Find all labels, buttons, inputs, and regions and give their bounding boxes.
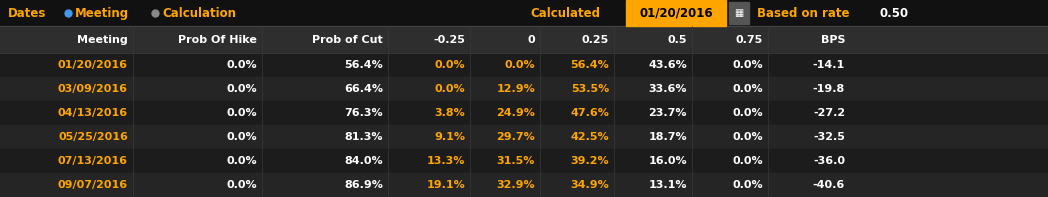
Bar bbox=[0, 0, 1048, 26]
Text: BPS: BPS bbox=[821, 34, 845, 45]
Text: -14.1: -14.1 bbox=[813, 60, 845, 70]
Text: 0.5: 0.5 bbox=[668, 34, 687, 45]
Bar bbox=[0, 173, 1048, 197]
Text: -40.6: -40.6 bbox=[813, 180, 845, 190]
Text: 39.2%: 39.2% bbox=[570, 156, 609, 166]
Text: 18.7%: 18.7% bbox=[649, 132, 687, 142]
Text: 56.4%: 56.4% bbox=[570, 60, 609, 70]
Text: -32.5: -32.5 bbox=[813, 132, 845, 142]
Bar bbox=[626, 0, 726, 26]
Text: Calculated: Calculated bbox=[530, 7, 601, 20]
Text: 23.7%: 23.7% bbox=[649, 108, 687, 118]
Bar bbox=[0, 26, 1048, 53]
Text: 84.0%: 84.0% bbox=[345, 156, 383, 166]
Text: Based on rate: Based on rate bbox=[757, 7, 850, 20]
Text: Meeting: Meeting bbox=[75, 7, 129, 20]
Bar bbox=[0, 149, 1048, 173]
Text: 34.9%: 34.9% bbox=[570, 180, 609, 190]
Text: 0.0%: 0.0% bbox=[434, 60, 465, 70]
Text: 01/20/2016: 01/20/2016 bbox=[639, 7, 713, 20]
Text: Prob of Cut: Prob of Cut bbox=[312, 34, 383, 45]
Text: 16.0%: 16.0% bbox=[649, 156, 687, 166]
Text: 0.0%: 0.0% bbox=[226, 84, 257, 94]
Text: 42.5%: 42.5% bbox=[570, 132, 609, 142]
Text: 56.4%: 56.4% bbox=[344, 60, 383, 70]
Text: 53.5%: 53.5% bbox=[571, 84, 609, 94]
Text: 0.0%: 0.0% bbox=[733, 132, 763, 142]
Text: 0.0%: 0.0% bbox=[733, 180, 763, 190]
Text: 0.0%: 0.0% bbox=[226, 60, 257, 70]
Text: 0.75: 0.75 bbox=[736, 34, 763, 45]
Bar bbox=[0, 53, 1048, 77]
Text: 04/13/2016: 04/13/2016 bbox=[58, 108, 128, 118]
Text: 12.9%: 12.9% bbox=[497, 84, 534, 94]
Text: 0.0%: 0.0% bbox=[226, 132, 257, 142]
Text: 3.8%: 3.8% bbox=[434, 108, 465, 118]
Text: 47.6%: 47.6% bbox=[570, 108, 609, 118]
Text: 01/20/2016: 01/20/2016 bbox=[58, 60, 128, 70]
Text: Dates: Dates bbox=[8, 7, 46, 20]
Text: 86.9%: 86.9% bbox=[344, 180, 383, 190]
Text: 05/25/2016: 05/25/2016 bbox=[58, 132, 128, 142]
Text: -36.0: -36.0 bbox=[813, 156, 845, 166]
Text: 31.5%: 31.5% bbox=[497, 156, 534, 166]
Text: 0.0%: 0.0% bbox=[733, 84, 763, 94]
Text: -27.2: -27.2 bbox=[813, 108, 845, 118]
Text: 0: 0 bbox=[527, 34, 534, 45]
Bar bbox=[729, 2, 749, 24]
Text: Meeting: Meeting bbox=[78, 34, 128, 45]
Text: 24.9%: 24.9% bbox=[496, 108, 534, 118]
Text: -0.25: -0.25 bbox=[433, 34, 465, 45]
Text: 0.0%: 0.0% bbox=[504, 60, 534, 70]
Text: 0.0%: 0.0% bbox=[733, 156, 763, 166]
Text: 29.7%: 29.7% bbox=[497, 132, 534, 142]
Text: 0.0%: 0.0% bbox=[434, 84, 465, 94]
Text: 0.50: 0.50 bbox=[880, 7, 909, 20]
Text: 07/13/2016: 07/13/2016 bbox=[58, 156, 128, 166]
Text: 09/07/2016: 09/07/2016 bbox=[58, 180, 128, 190]
Text: ▦: ▦ bbox=[735, 8, 744, 18]
Bar bbox=[0, 101, 1048, 125]
Text: 13.3%: 13.3% bbox=[427, 156, 465, 166]
Text: 66.4%: 66.4% bbox=[344, 84, 383, 94]
Text: 9.1%: 9.1% bbox=[434, 132, 465, 142]
Text: 0.0%: 0.0% bbox=[733, 108, 763, 118]
Text: Prob Of Hike: Prob Of Hike bbox=[178, 34, 257, 45]
Bar bbox=[0, 77, 1048, 101]
Text: 03/09/2016: 03/09/2016 bbox=[58, 84, 128, 94]
Text: -19.8: -19.8 bbox=[813, 84, 845, 94]
Text: 0.0%: 0.0% bbox=[226, 108, 257, 118]
Text: 81.3%: 81.3% bbox=[345, 132, 383, 142]
Text: 76.3%: 76.3% bbox=[345, 108, 383, 118]
Text: Calculation: Calculation bbox=[162, 7, 236, 20]
Text: 0.0%: 0.0% bbox=[226, 156, 257, 166]
Text: 0.25: 0.25 bbox=[582, 34, 609, 45]
Text: 0.0%: 0.0% bbox=[226, 180, 257, 190]
Text: 43.6%: 43.6% bbox=[649, 60, 687, 70]
Bar bbox=[0, 125, 1048, 149]
Text: 32.9%: 32.9% bbox=[497, 180, 534, 190]
Text: 0.0%: 0.0% bbox=[733, 60, 763, 70]
Text: 33.6%: 33.6% bbox=[649, 84, 687, 94]
Text: 13.1%: 13.1% bbox=[649, 180, 687, 190]
Text: 19.1%: 19.1% bbox=[427, 180, 465, 190]
